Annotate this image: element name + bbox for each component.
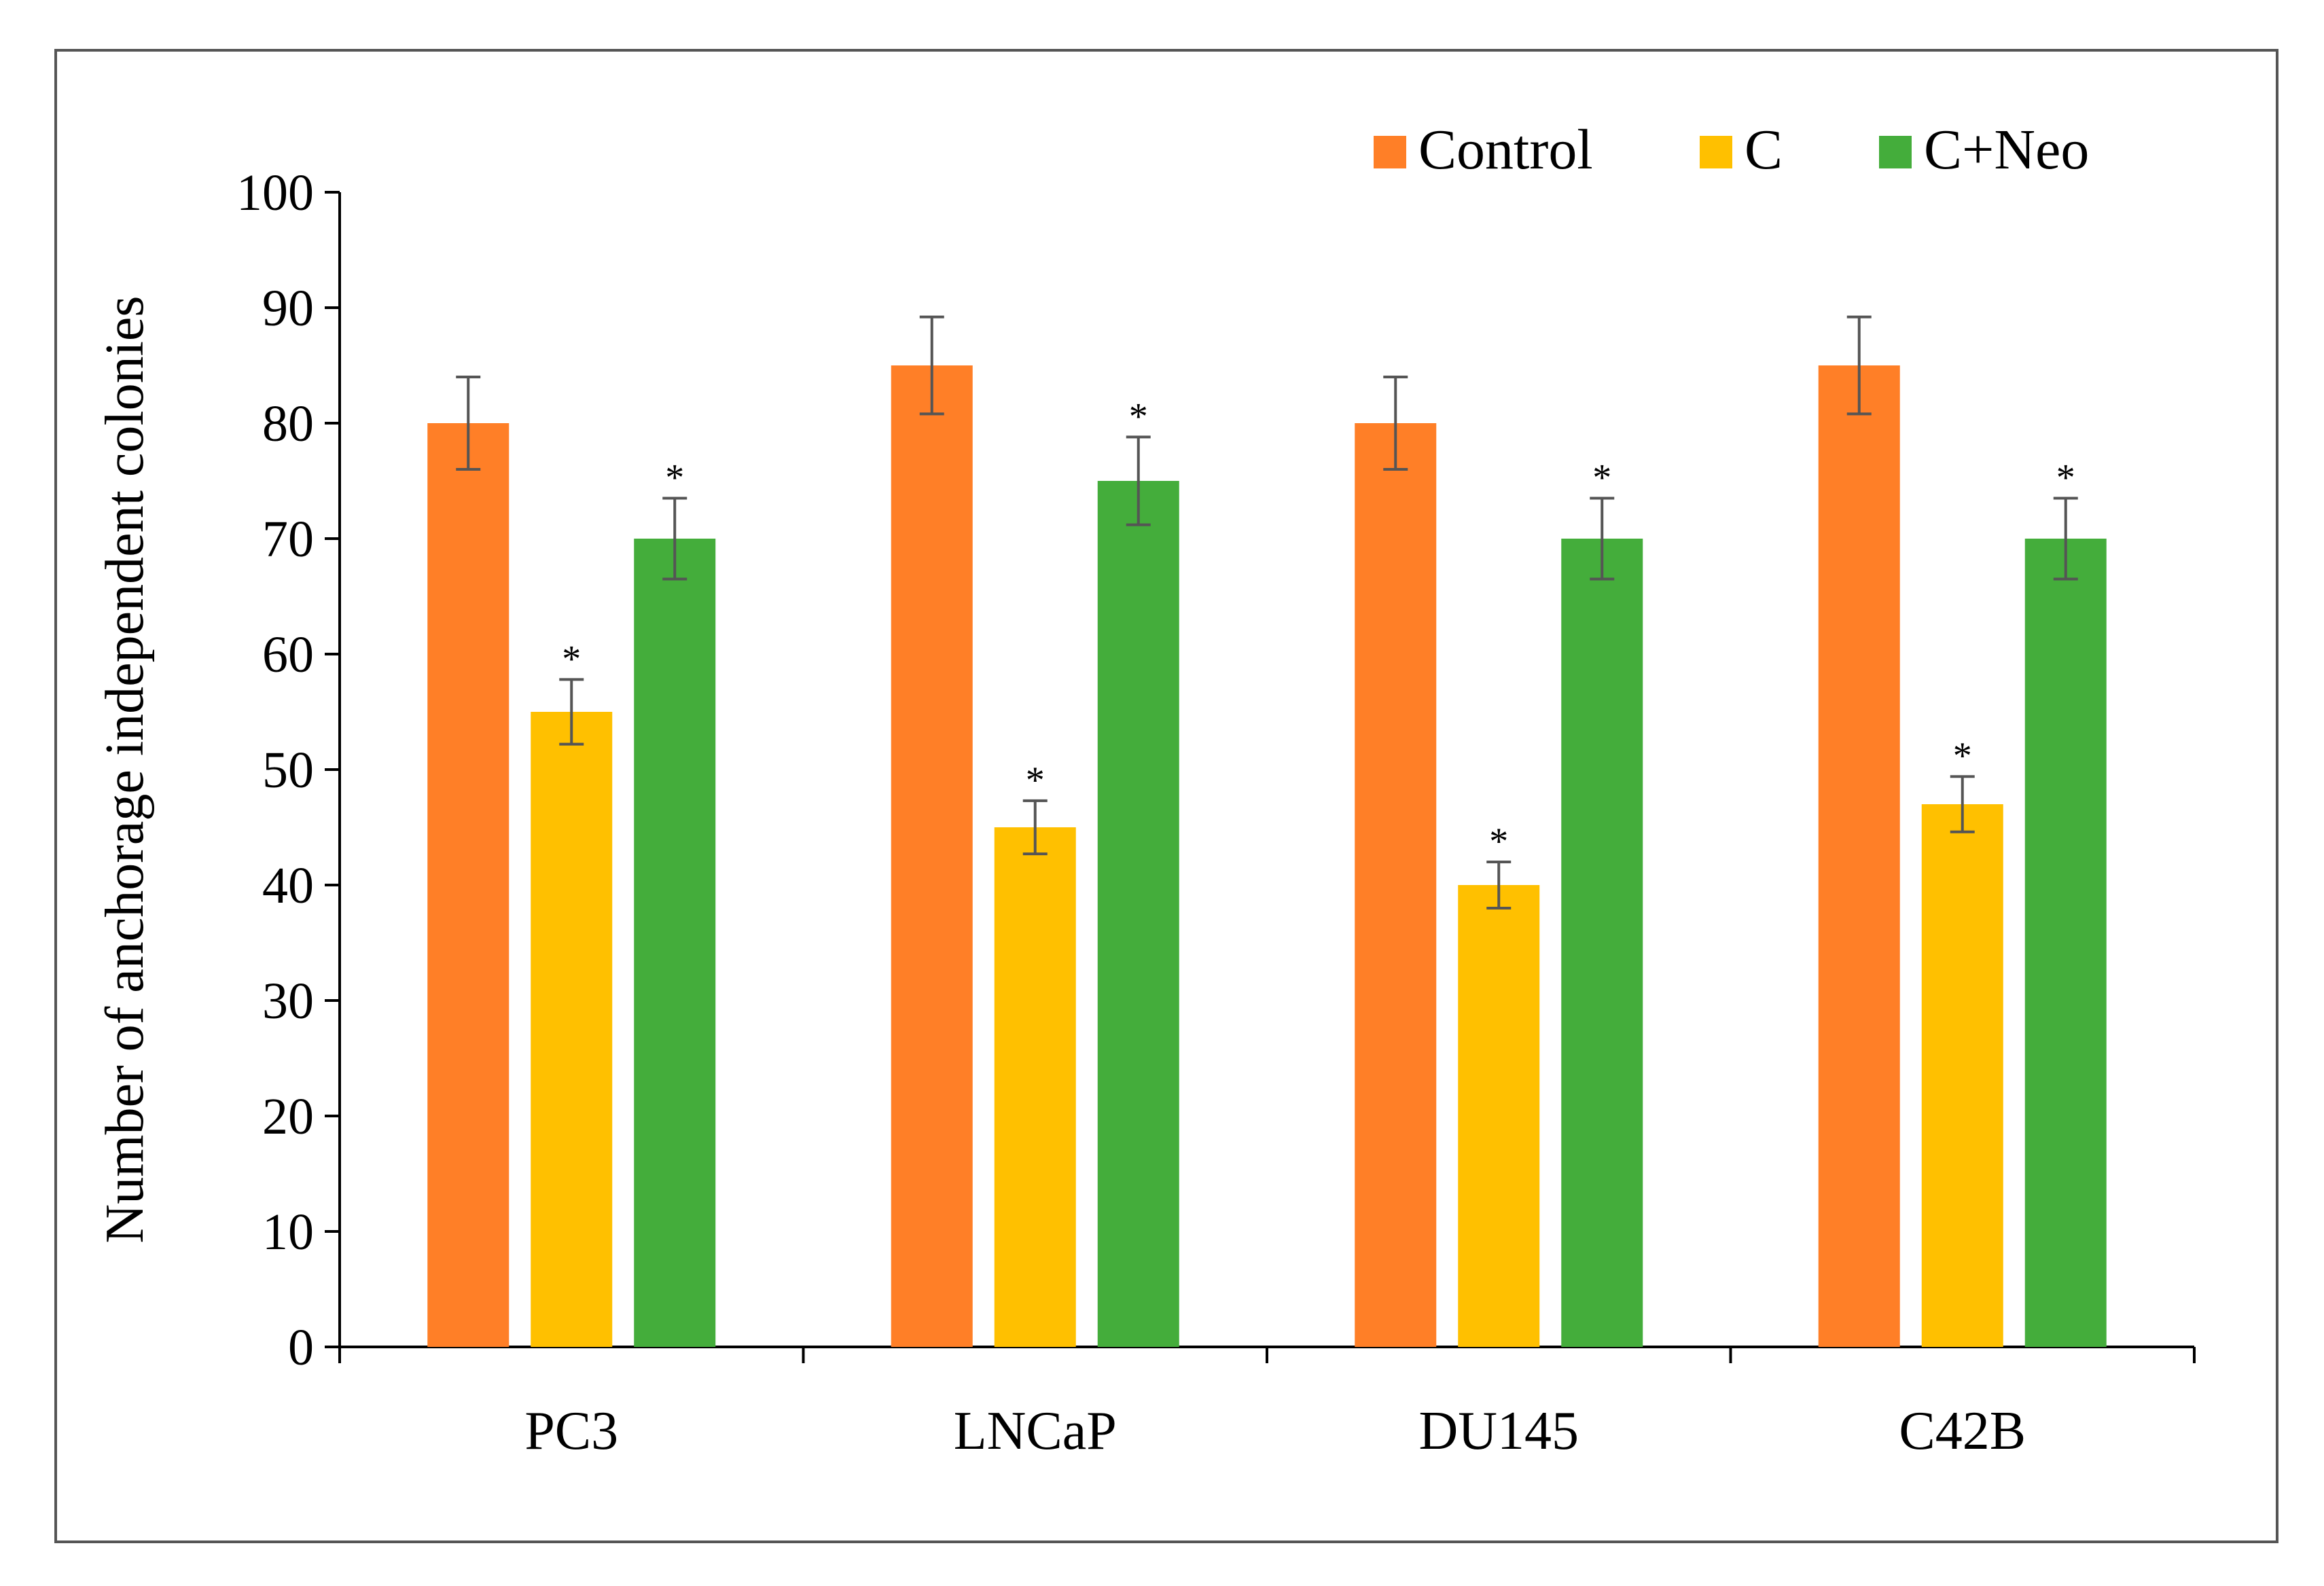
bar-c-neo-lncap [1097,481,1179,1347]
bar-chart: 0 10 20 30 40 50 60 70 80 90 100 * * PC3 * * LNCaP * * DU14… [95,118,2196,1461]
legend-label: C [1745,118,1783,181]
significance-marker: * [1489,821,1508,863]
y-tick-label: 50 [262,742,314,799]
legend-swatch-control [1374,136,1406,168]
y-tick-label: 20 [262,1088,314,1145]
significance-marker: * [1953,735,1972,777]
significance-marker: * [665,457,684,499]
significance-marker: * [1592,457,1611,499]
bar-control-lncap [891,365,973,1347]
y-tick-label: 60 [262,626,314,683]
y-tick-label: 80 [262,395,314,452]
legend-label: Control [1418,118,1593,181]
y-tick-label: 30 [262,973,314,1030]
y-tick-label: 70 [262,511,314,568]
bar-c-neo-c42b [2024,539,2107,1347]
chart-frame: 0 10 20 30 40 50 60 70 80 90 100 * * PC3 * * LNCaP * * DU14… [54,49,2278,1543]
x-category-label: C42B [1899,1401,2026,1461]
y-tick-label: 0 [288,1319,314,1376]
significance-marker: * [1026,759,1045,801]
x-category-label: LNCaP [954,1401,1117,1461]
bar-c-du145 [1458,885,1540,1347]
bar-c-pc3 [531,712,613,1347]
y-tick-label: 10 [262,1204,314,1261]
legend-label: C+Neo [1924,118,2089,181]
y-axis-title: Number of anchorage independent colonies [95,295,155,1243]
legend-swatch-c [1700,136,1732,168]
bar-c-lncap [994,827,1076,1347]
y-tick-label: 90 [262,280,314,337]
x-category-label: DU145 [1418,1401,1579,1461]
legend-swatch-c-neo [1879,136,1912,168]
y-tick-label: 40 [262,857,314,914]
significance-marker: * [2056,457,2075,499]
significance-marker: * [1129,395,1148,437]
bar-control-pc3 [427,423,510,1347]
bar-c-c42b [1921,804,2003,1347]
bar-c-neo-pc3 [634,539,716,1347]
bar-c-neo-du145 [1561,539,1643,1347]
y-tick-label: 100 [236,164,314,221]
significance-marker: * [562,638,581,680]
x-category-label: PC3 [524,1401,618,1461]
bar-control-du145 [1355,423,1437,1347]
bar-control-c42b [1818,365,1900,1347]
